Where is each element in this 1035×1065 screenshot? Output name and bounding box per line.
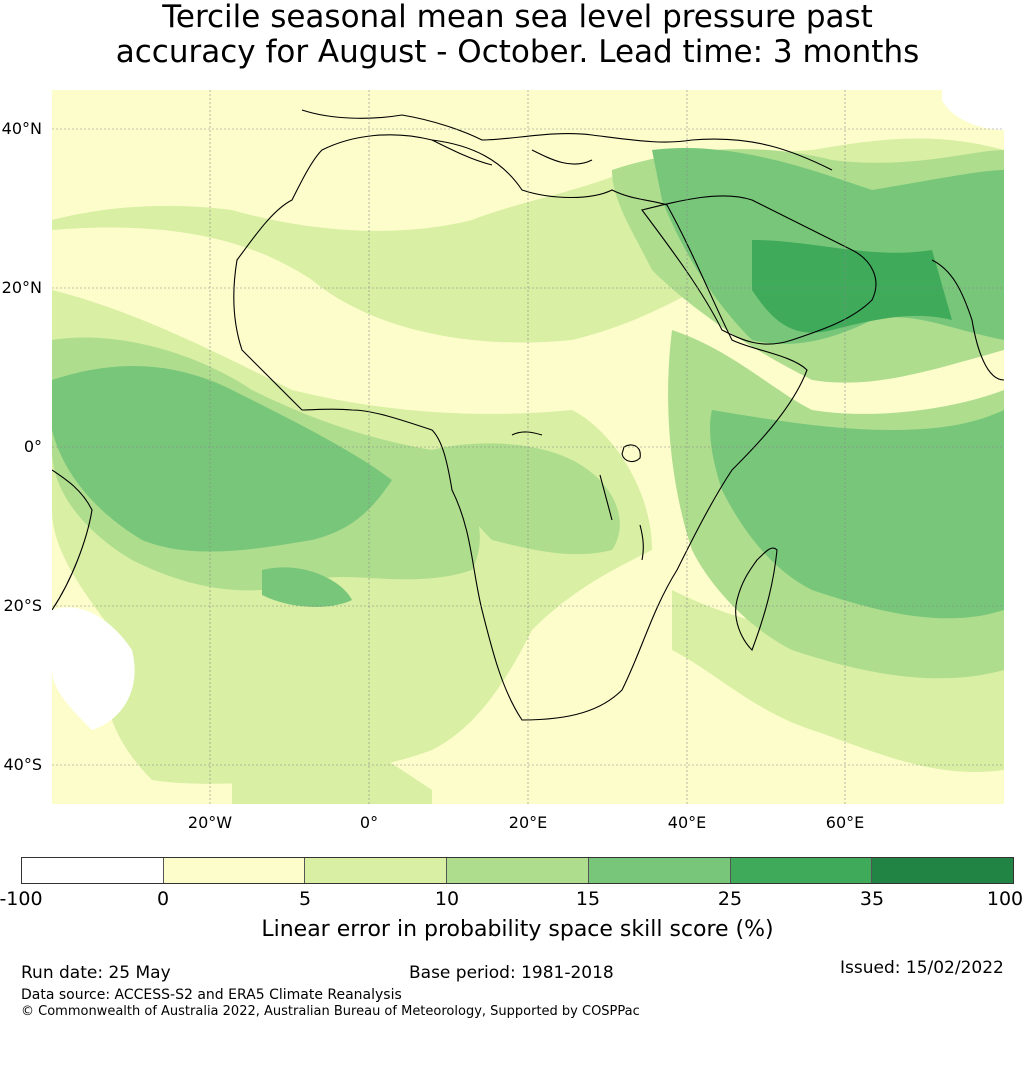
skill-zone-south-atlantic-high <box>262 567 352 607</box>
coastline-arabia <box>641 195 877 345</box>
coastline-india <box>931 259 1004 381</box>
colorbar-segment <box>305 858 448 883</box>
colorbar-tick: 10 <box>434 888 460 910</box>
river-congo <box>511 431 543 436</box>
lat-label-20s: 20°S <box>3 596 42 615</box>
colorbar-segment <box>588 858 731 883</box>
lon-label-20w: 20°W <box>187 813 233 832</box>
coastline-madagascar <box>735 547 778 651</box>
lat-label-40n: 40°N <box>1 119 42 138</box>
skill-zone-indian-high <box>710 410 1004 619</box>
lon-label-60e: 60°E <box>825 813 865 832</box>
coastline-africa <box>233 134 808 721</box>
gridlines <box>52 90 1004 804</box>
data-source: Data source: ACCESS-S2 and ERA5 Climate … <box>21 987 402 1003</box>
copyright: © Commonwealth of Australia 2022, Austra… <box>21 1004 640 1019</box>
colorbar-segment <box>163 858 306 883</box>
skill-zone-south-light <box>232 690 432 804</box>
lake-tanganyika <box>599 474 613 521</box>
skill-zone-arabia-very-high <box>752 240 952 333</box>
base-period: Base period: 1981-2018 <box>409 963 614 983</box>
skill-zone-southeast-light <box>672 590 1004 772</box>
lon-label-40e: 40°E <box>667 813 707 832</box>
colorbar-segment <box>730 858 873 883</box>
title-line-2: accuracy for August - October. Lead time… <box>115 34 920 70</box>
colorbar-tick: 100 <box>986 888 1024 910</box>
colorbar-tick: 0 <box>156 888 170 910</box>
lat-label-40s: 40°S <box>3 755 42 774</box>
coastline-south-america <box>52 469 93 611</box>
skill-zone-negative-ne <box>942 90 1004 130</box>
skill-zone-negative-sw <box>52 607 135 730</box>
coastline-mediterranean <box>431 139 593 166</box>
colorbar-tick: 5 <box>298 888 312 910</box>
colorbar-tick: 15 <box>575 888 601 910</box>
issued-date: Issued: 15/02/2022 <box>840 958 1004 978</box>
lake-malawi <box>639 524 644 561</box>
colorbar <box>21 857 1014 884</box>
skill-zone-africa-medium <box>432 443 620 555</box>
colorbar-tick: -100 <box>0 888 43 910</box>
colorbar-label: Linear error in probability space skill … <box>261 917 774 942</box>
lon-label-20e: 20°E <box>508 813 548 832</box>
title-line-1: Tercile seasonal mean sea level pressure… <box>162 0 873 35</box>
colorbar-segment <box>872 858 1014 883</box>
colorbar-segment <box>22 858 164 883</box>
coastlines <box>52 109 1004 721</box>
skill-score-map <box>52 90 1004 804</box>
colorbar-segment <box>447 858 589 883</box>
colorbar-tick: 35 <box>859 888 885 910</box>
colorbar-tick: 25 <box>717 888 743 910</box>
lon-label-0: 0° <box>359 813 379 832</box>
chart-title: Tercile seasonal mean sea level pressure… <box>0 0 1035 70</box>
run-date: Run date: 25 May <box>21 963 171 983</box>
lat-label-20n: 20°N <box>1 278 42 297</box>
coastline-europe <box>301 109 833 171</box>
skill-zone-atlantic-high <box>52 366 392 552</box>
lat-label-0: 0° <box>23 437 42 456</box>
lake-victoria <box>621 444 641 463</box>
